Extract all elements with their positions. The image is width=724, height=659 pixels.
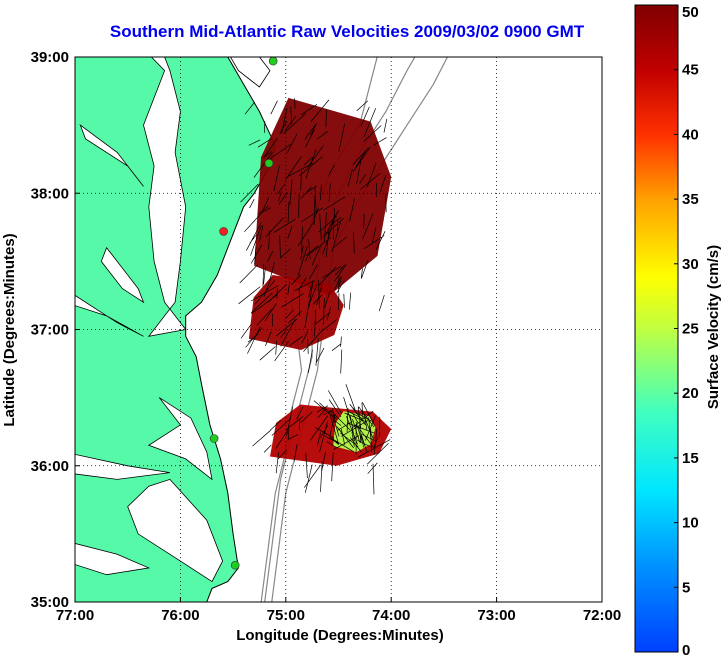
colorbar-tick-label: 30 xyxy=(682,256,699,273)
colorbar-tick-label: 50 xyxy=(682,4,699,21)
x-tick-label: 73:00 xyxy=(477,607,515,624)
y-axis-label: Latitude (Degrees:Minutes) xyxy=(1,233,18,426)
vector-field-south-slow-core xyxy=(313,384,376,453)
colorbar-tick-label: 40 xyxy=(682,126,699,143)
x-tick-label: 74:00 xyxy=(372,607,410,624)
y-axis: 39:00 38:00 37:00 36:00 35:00 xyxy=(31,49,80,611)
station-marker-0 xyxy=(268,57,278,66)
colorbar-tick-label: 10 xyxy=(682,515,699,532)
y-tick-label: 39:00 xyxy=(31,49,69,66)
velocity-vectors xyxy=(238,98,391,495)
x-axis: 77:00 76:00 75:00 74:00 73:00 72:00 xyxy=(56,597,621,624)
map-layer xyxy=(75,57,449,602)
x-tick-label: 72:00 xyxy=(583,607,621,624)
colorbar-tick-label: 45 xyxy=(682,62,699,79)
colorbar-gradient xyxy=(634,4,679,653)
colorbar-tick-label: 0 xyxy=(682,642,690,659)
velocity-region-central-patch xyxy=(248,275,344,350)
station-marker-3 xyxy=(209,434,219,443)
colorbar-tick-label: 25 xyxy=(682,321,699,338)
inland-waters xyxy=(75,57,271,583)
grid-lines xyxy=(75,57,602,602)
colorbar-tick-label: 35 xyxy=(682,191,699,208)
y-tick-label: 35:00 xyxy=(31,594,69,611)
x-tick-label: 77:00 xyxy=(56,607,94,624)
velocity-region-north-patch xyxy=(254,97,392,296)
y-tick-label: 36:00 xyxy=(31,458,69,475)
colorbar-tick-label: 20 xyxy=(682,385,699,402)
inland-water-1 xyxy=(230,57,271,88)
inland-water-2 xyxy=(79,123,144,187)
x-tick-label: 75:00 xyxy=(267,607,305,624)
colorbar-label: Surface Velocity (cm/s) xyxy=(705,245,722,409)
vector-field-central-patch xyxy=(238,276,343,374)
vector-field-north-patch xyxy=(239,98,388,317)
y-tick-label: 37:00 xyxy=(31,322,69,339)
station-marker-4 xyxy=(230,560,240,570)
y-tick-label: 38:00 xyxy=(31,185,69,202)
inland-water-8 xyxy=(75,542,151,576)
colorbar-tick-label: 15 xyxy=(682,450,699,467)
inland-water-5 xyxy=(147,397,213,481)
station-marker-2 xyxy=(219,227,228,236)
radar-stations xyxy=(209,57,278,570)
x-axis-label: Longitude (Degrees:Minutes) xyxy=(236,627,444,644)
inland-water-3 xyxy=(100,246,145,304)
x-tick-label: 76:00 xyxy=(161,607,199,624)
inland-water-4 xyxy=(75,294,144,337)
station-marker-1 xyxy=(264,158,274,168)
chart-title: Southern Mid-Atlantic Raw Velocities 200… xyxy=(109,22,585,41)
inland-water-0 xyxy=(143,57,187,337)
vector-field-south-patch xyxy=(252,405,391,495)
colorbar-tick-label: 5 xyxy=(682,579,690,596)
inland-water-6 xyxy=(75,453,170,480)
